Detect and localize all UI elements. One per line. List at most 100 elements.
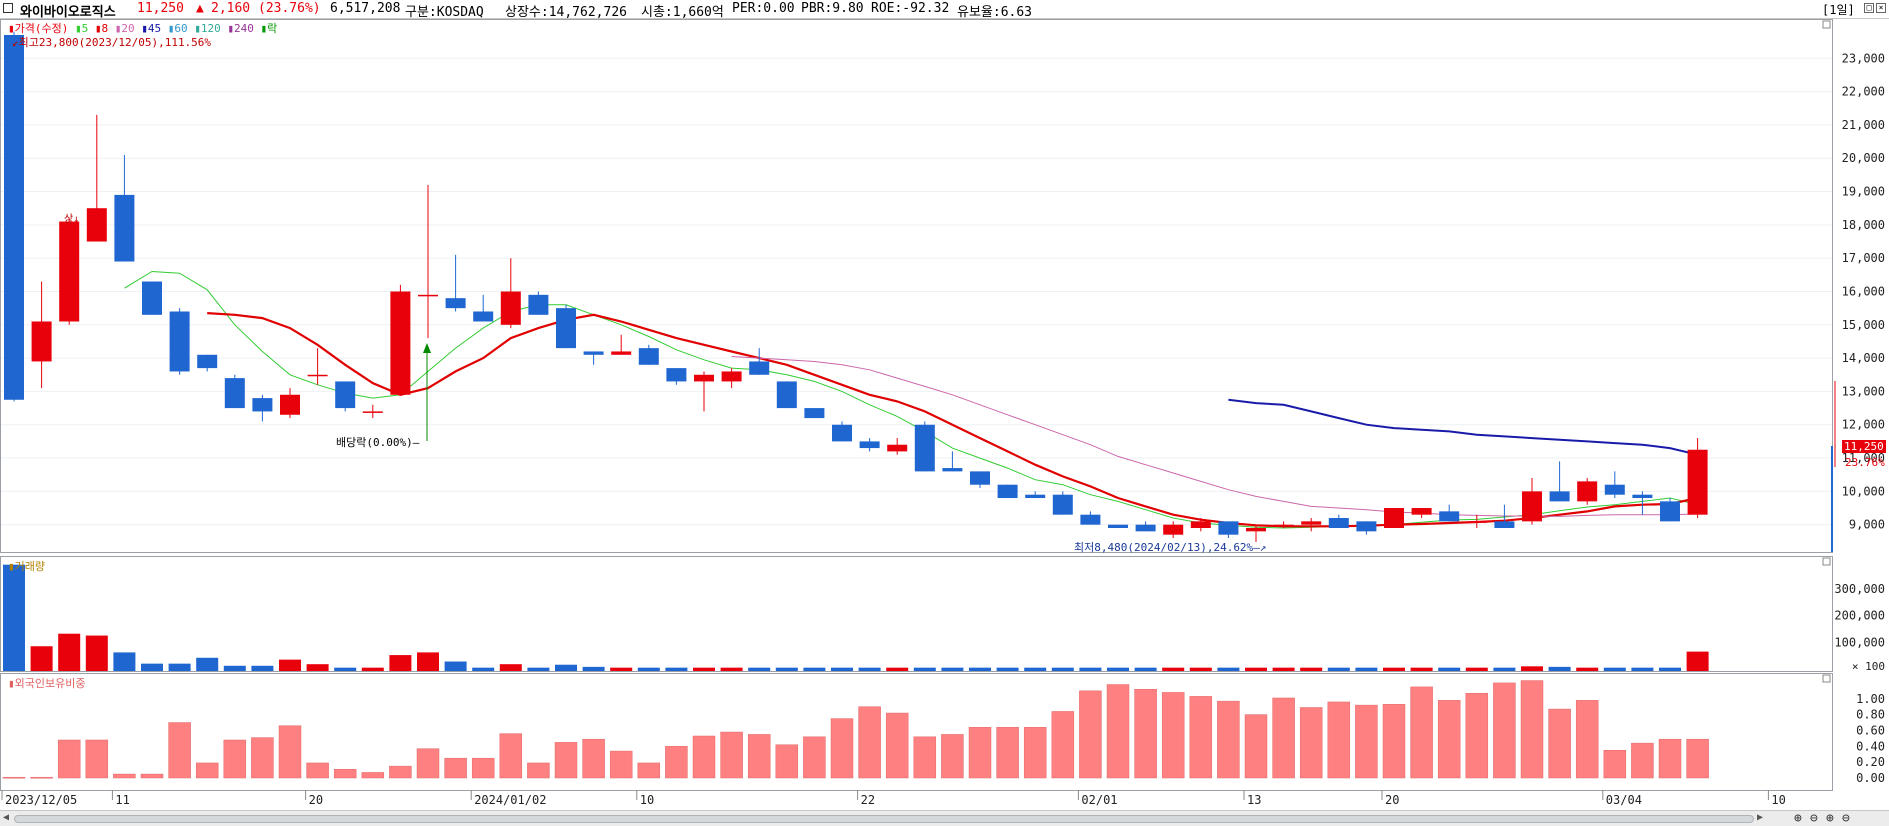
candle-body: [1577, 481, 1598, 502]
zoom-in-icon[interactable]: ⊕: [1794, 811, 1802, 826]
foreign-bar: [1272, 697, 1295, 779]
candle-body: [1328, 518, 1349, 529]
volume-bar: [58, 633, 81, 671]
candle-body: [59, 221, 80, 322]
stock-name: 와이바이오로직스: [20, 5, 116, 20]
zoom-out-icon[interactable]: ⊖: [1810, 811, 1818, 826]
candle-body: [1301, 521, 1322, 525]
x-tick-label: 11: [115, 793, 129, 807]
volume-bar: [1245, 667, 1267, 671]
horizontal-scrollbar[interactable]: ◀ ▶ ⊕ ⊖ ⊕ ⊖: [0, 810, 1889, 826]
restore-icon[interactable]: □: [1864, 3, 1874, 13]
volume-bar: [251, 665, 274, 671]
volume-bar: [1603, 667, 1626, 671]
legend-price: 가격(수정): [14, 22, 69, 35]
period-selector[interactable]: [1일]: [1822, 3, 1855, 17]
candle-body: [1190, 521, 1211, 529]
volume-bar: [85, 635, 108, 671]
high-annotation: ↙최고23,800(2023/12/05),111.56%: [12, 36, 212, 49]
volume-bar: [637, 667, 660, 671]
price-tick-label: 20,000: [1842, 151, 1885, 165]
candle-body: [1135, 524, 1156, 532]
current-price: 11,250: [137, 1, 184, 16]
candle-body: [970, 471, 990, 485]
foreign-tick-label: 0.20: [1856, 755, 1885, 769]
price-tick-label: 23,000: [1842, 51, 1885, 65]
candle-body: [362, 411, 383, 413]
foreign-bar: [637, 762, 661, 779]
volume-bar: [1355, 667, 1378, 671]
volume-bar: [1383, 667, 1405, 671]
change-arrow-icon: ▲: [196, 1, 204, 16]
foreign-bar: [858, 706, 881, 779]
volume-bar: [555, 664, 577, 671]
candle-body: [1273, 524, 1294, 527]
foreign-title: ▮외국인보유비중: [8, 677, 86, 690]
candle-body: [1384, 508, 1404, 529]
foreign-tick-label: 0.80: [1856, 708, 1885, 722]
volume-bar: [1162, 667, 1185, 671]
price-tick-label: 11,000: [1842, 451, 1885, 465]
foreign-bar: [527, 762, 550, 779]
volume-tick-label: 300,000: [1834, 582, 1885, 596]
foreign-bar: [85, 739, 109, 779]
volume-bar: [775, 667, 798, 671]
foreign-bar: [1106, 684, 1130, 779]
volume-bar: [1438, 667, 1461, 671]
foreign-bar: [913, 736, 937, 779]
legend-ma120: ▮120: [194, 22, 221, 35]
x-tick-label: 03/04: [1606, 793, 1642, 807]
candle-body: [1466, 521, 1487, 523]
foreign-bar: [1548, 708, 1571, 779]
foreign-bar: [554, 742, 578, 779]
candle-body: [1218, 521, 1239, 535]
candle-body: [1052, 494, 1073, 515]
candle-body: [1246, 528, 1266, 532]
volume-value: 6,517,208: [330, 1, 401, 16]
scroll-left-icon[interactable]: ◀: [3, 812, 10, 823]
volume-bar: [417, 652, 439, 671]
dividend-arrow-head: [423, 343, 431, 353]
candle-body: [997, 484, 1018, 499]
candle-body: [280, 394, 300, 415]
foreign-bar: [582, 738, 605, 779]
candle-body: [1494, 521, 1515, 529]
foreign-bar: [361, 772, 385, 779]
zoom-fit-icon[interactable]: ⊕: [1826, 811, 1834, 826]
candle-body: [335, 381, 356, 409]
foreign-bar: [775, 744, 799, 779]
volume-bar: [803, 667, 826, 671]
volume-bar: [527, 667, 550, 671]
panel-close-icon: [1822, 557, 1831, 566]
foreign-bar: [195, 762, 219, 779]
stock-chart[interactable]: 9,000 10,000 11,000 12,000 13,000 14,000 15,00…: [0, 19, 1889, 810]
foreign-bar: [1686, 738, 1709, 779]
price-tick-label: 22,000: [1842, 85, 1885, 99]
volume-bar: [223, 665, 246, 671]
volume-bar: [30, 646, 53, 671]
zoom-reset-icon[interactable]: ⊖: [1842, 811, 1850, 826]
candle-body: [1549, 491, 1570, 502]
candles: [4, 31, 1708, 543]
candle-body: [390, 291, 411, 395]
scroll-thumb[interactable]: [14, 815, 1754, 823]
candle-body: [197, 354, 218, 369]
price-tick-label: 17,000: [1842, 251, 1885, 265]
candle-body: [832, 424, 852, 442]
price-tick-label: 10,000: [1842, 484, 1885, 498]
candle-body: [1163, 524, 1184, 535]
candle-body: [749, 361, 770, 375]
market-type: 구분:KOSDAQ: [405, 5, 484, 20]
low-annotation: 최저8,480(2024/02/13),24.62%—↗: [1074, 541, 1267, 554]
market-cap: 시총:1,660억: [641, 5, 724, 20]
volume-bar: [1548, 666, 1571, 671]
candle-body: [86, 208, 107, 242]
checkbox-icon[interactable]: [3, 3, 13, 13]
foreign-bar: [471, 757, 495, 779]
close-icon[interactable]: ×: [1876, 3, 1886, 13]
foreign-bar: [416, 748, 440, 779]
scroll-right-icon[interactable]: ▶: [1757, 812, 1764, 823]
moving-average-lines: [124, 270, 1698, 529]
candle-body: [721, 371, 742, 382]
foreign-bar: [1161, 692, 1185, 779]
